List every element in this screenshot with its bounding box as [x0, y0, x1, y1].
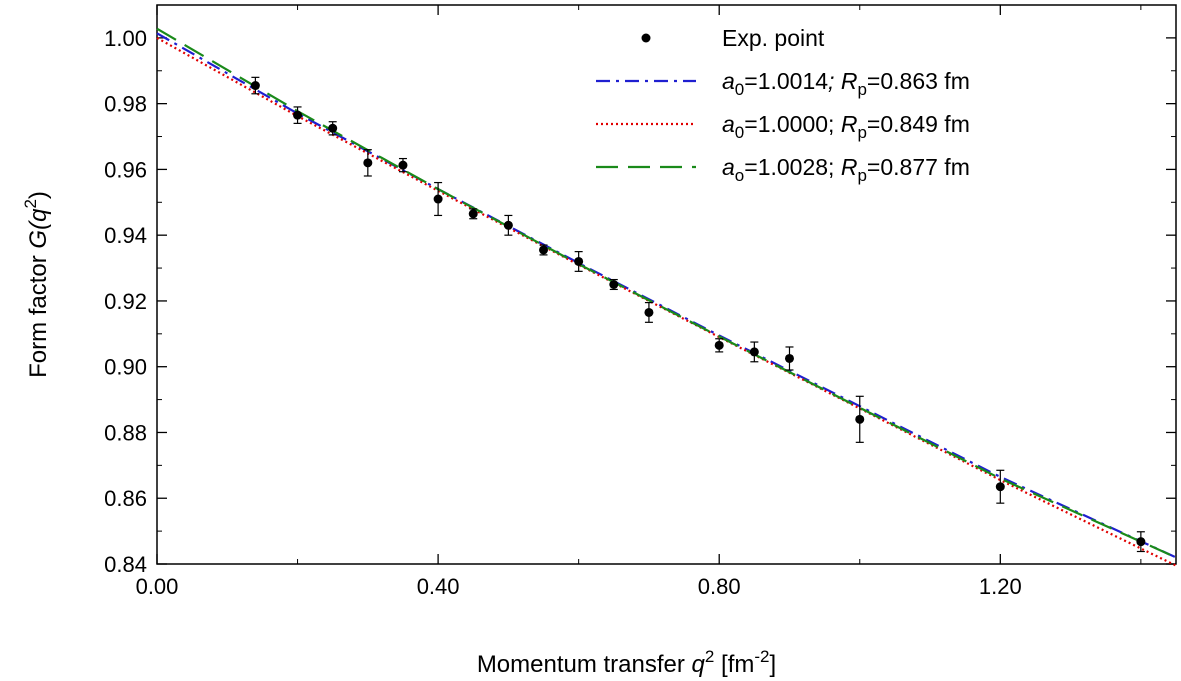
legend-label-2: ao=1.0028; Rp=0.877 fm: [722, 154, 970, 185]
y-tick-label: 0.90: [104, 355, 147, 380]
fit-curve-2: [156, 27, 1177, 559]
x-tick-label: 1.20: [979, 574, 1022, 599]
x-axis-title: Momentum transfer q2 [fm-2]: [477, 647, 776, 678]
data-point: [398, 160, 408, 170]
y-tick-label: 0.92: [104, 289, 147, 314]
x-tick-label: 0.40: [417, 574, 460, 599]
y-tick-label: 1.00: [104, 26, 147, 51]
data-point: [574, 256, 584, 266]
data-point: [250, 81, 260, 91]
y-axis-title: Form factor G(q2): [21, 191, 52, 378]
y-tick-label: 0.84: [104, 552, 147, 577]
plot-frame: [156, 4, 1177, 565]
legend: Exp. point a0=1.0014; Rp=0.863 fm a0=1.000…: [596, 25, 970, 185]
data-point: [644, 307, 654, 317]
legend-label-0: a0=1.0014; Rp=0.863 fm: [722, 68, 970, 99]
data-point: [503, 220, 513, 230]
legend-label-points: Exp. point: [722, 25, 825, 51]
data-point: [363, 158, 373, 168]
data-point: [1136, 537, 1146, 547]
data-point: [714, 340, 724, 350]
x-tick-label: 0.00: [136, 574, 179, 599]
data-point: [468, 209, 478, 219]
y-tick-label: 0.98: [104, 92, 147, 117]
fit-curve-1: [156, 36, 1177, 567]
data-point: [784, 353, 794, 363]
y-tick-label: 0.96: [104, 157, 147, 182]
legend-marker-points: [641, 33, 651, 43]
data-point: [539, 245, 549, 255]
fit-curve-0: [156, 32, 1177, 559]
y-tick-label: 0.94: [104, 223, 147, 248]
data-point: [995, 482, 1005, 492]
data-point: [609, 280, 619, 289]
data-point: [293, 110, 303, 120]
y-tick-label: 0.86: [104, 486, 147, 511]
y-tick-label: 0.88: [104, 420, 147, 445]
data-point: [328, 123, 338, 133]
data-point: [855, 414, 865, 424]
x-tick-label: 0.80: [698, 574, 741, 599]
legend-label-1: a0=1.0000; Rp=0.849 fm: [722, 111, 970, 142]
data-point: [749, 347, 759, 357]
data-point: [433, 194, 443, 204]
